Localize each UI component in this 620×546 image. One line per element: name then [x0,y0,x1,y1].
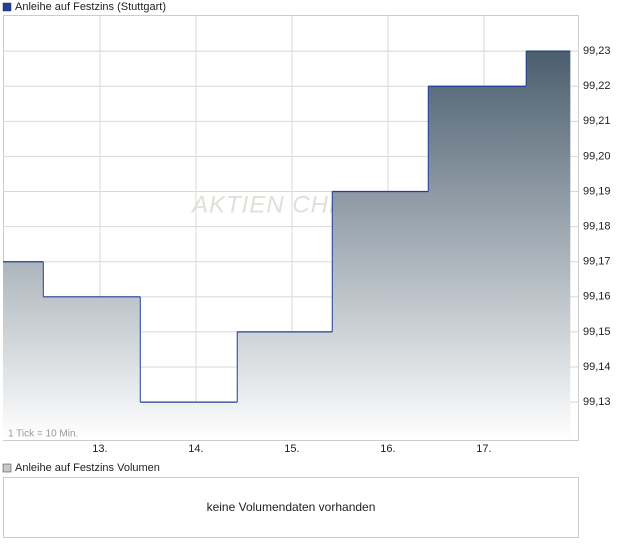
y-tick-label: 99,13 [583,396,611,408]
x-tick-label: 17. [476,443,491,455]
y-tick-label: 99,16 [583,291,611,303]
legend-swatch [2,2,12,12]
y-tick-label: 99,20 [583,150,611,162]
x-tick-label: 14. [188,443,203,455]
legend-swatch [2,463,12,473]
x-tick-label: 16. [380,443,395,455]
y-tick-label: 99,17 [583,256,611,268]
x-tick-label: 15. [284,443,299,455]
legend-label: Anleihe auf Festzins (Stuttgart) [15,1,166,13]
annotation: 1 Tick = 10 Min. [8,429,78,440]
x-tick-label: 13. [92,443,107,455]
y-tick-label: 99,14 [583,361,611,373]
y-tick-label: 99,15 [583,326,611,338]
y-tick-label: 99,18 [583,221,611,233]
y-tick-label: 99,22 [583,80,611,92]
y-tick-label: 99,21 [583,115,611,127]
volume-frame [3,477,579,538]
y-tick-label: 99,23 [583,45,611,57]
y-tick-label: 99,19 [583,185,611,197]
legend-label: Anleihe auf Festzins Volumen [15,462,160,474]
volume-message: keine Volumendaten vorhanden [207,500,376,514]
